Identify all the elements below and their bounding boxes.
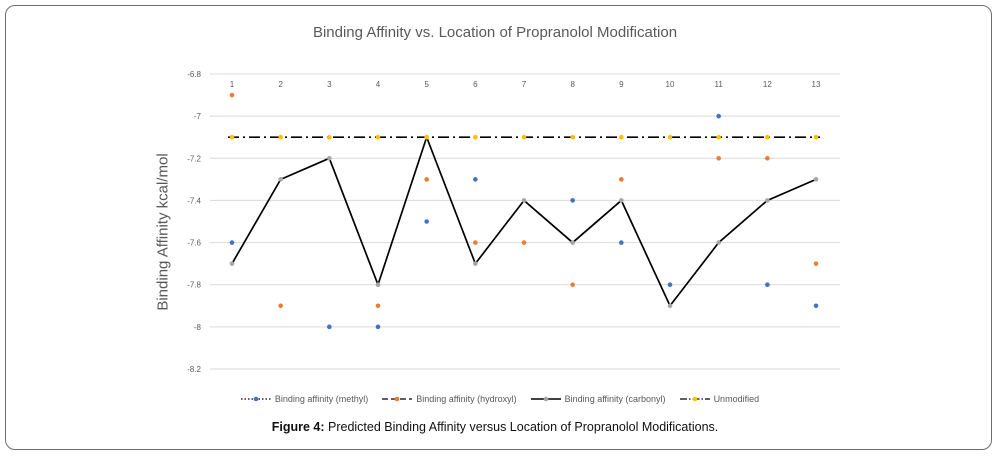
data-point-methyl xyxy=(619,240,624,245)
series-line-carbonyl xyxy=(231,134,817,308)
x-tick-label: 5 xyxy=(424,80,429,89)
data-point-methyl xyxy=(765,282,770,288)
x-tick-label: 11 xyxy=(715,80,724,89)
y-tick-label: -8.2 xyxy=(187,365,201,374)
data-point-hydroxyl xyxy=(375,303,381,309)
data-point-unmodified xyxy=(424,134,429,140)
data-point-unmodified xyxy=(521,134,527,140)
data-point-carbonyl xyxy=(716,240,721,245)
data-point-carbonyl xyxy=(473,261,478,266)
data-point-methyl xyxy=(375,324,381,330)
y-tick-label: -8 xyxy=(194,323,202,332)
y-tick-label: -6.8 xyxy=(187,70,201,79)
data-point-hydroxyl xyxy=(229,92,235,98)
legend-label-hydroxyl: Binding affinity (hydroxyl) xyxy=(416,394,517,404)
y-tick-label: -7.8 xyxy=(187,281,201,290)
data-point-hydroxyl xyxy=(278,303,283,309)
data-point-carbonyl xyxy=(327,155,332,161)
legend-swatch-carbonyl xyxy=(530,396,561,402)
legend-item-methyl: Binding affinity (methyl) xyxy=(240,394,369,404)
data-point-hydroxyl xyxy=(813,261,819,266)
figure-frame xyxy=(5,5,992,450)
legend-label-unmodified: Unmodified xyxy=(713,394,760,404)
data-point-carbonyl xyxy=(229,261,235,266)
data-point-hydroxyl xyxy=(424,177,429,182)
data-point-unmodified xyxy=(667,134,673,140)
x-tick-label: 7 xyxy=(522,80,527,89)
data-point-unmodified xyxy=(375,134,381,140)
legend-item-hydroxyl: Binding affinity (hydroxyl) xyxy=(382,394,517,404)
legend-label-methyl: Binding affinity (methyl) xyxy=(274,394,369,404)
legend-swatch-methyl xyxy=(240,396,271,402)
x-tick-label: 8 xyxy=(570,80,575,89)
data-point-unmodified xyxy=(813,134,819,140)
data-point-methyl xyxy=(229,240,235,245)
x-tick-label: 1 xyxy=(230,80,235,89)
x-tick-label: 10 xyxy=(666,80,675,89)
data-point-methyl xyxy=(667,282,673,288)
data-point-hydroxyl xyxy=(765,155,770,161)
x-tick-label: 4 xyxy=(376,80,381,89)
legend-swatch-hydroxyl xyxy=(382,396,413,402)
data-point-unmodified xyxy=(570,134,575,140)
y-tick-label: -7.2 xyxy=(187,154,201,163)
data-point-carbonyl xyxy=(278,177,283,182)
data-point-methyl xyxy=(716,113,721,119)
legend: Binding affinity (methyl) Binding affini… xyxy=(0,394,1000,404)
legend-label-carbonyl: Binding affinity (carbonyl) xyxy=(564,394,666,404)
legend-item-carbonyl: Binding affinity (carbonyl) xyxy=(530,394,666,404)
legend-item-unmodified: Unmodified xyxy=(679,394,760,404)
data-point-carbonyl xyxy=(619,198,624,203)
figure-caption: Figure 4: Predicted Binding Affinity ver… xyxy=(0,420,990,434)
data-point-methyl xyxy=(327,324,332,330)
data-point-carbonyl xyxy=(813,177,819,182)
data-point-carbonyl xyxy=(570,240,575,245)
x-tick-label: 12 xyxy=(763,80,772,89)
x-tick-label: 6 xyxy=(473,80,478,89)
caption-label: Figure 4: xyxy=(271,420,325,434)
data-point-unmodified xyxy=(765,134,770,140)
x-tick-label: 3 xyxy=(327,80,332,89)
data-point-unmodified xyxy=(278,134,283,140)
data-point-carbonyl xyxy=(765,198,770,203)
x-tick-label: 9 xyxy=(619,80,624,89)
data-point-hydroxyl xyxy=(570,282,575,288)
data-point-hydroxyl xyxy=(473,240,478,245)
data-point-unmodified xyxy=(327,134,332,140)
chart-title: Binding Affinity vs. Location of Propran… xyxy=(312,24,678,41)
data-point-hydroxyl xyxy=(521,240,527,245)
data-point-carbonyl xyxy=(375,282,381,288)
data-point-methyl xyxy=(473,177,478,182)
data-point-methyl xyxy=(570,198,575,203)
data-point-methyl xyxy=(813,303,819,309)
data-point-methyl xyxy=(424,219,429,224)
data-point-unmodified xyxy=(619,134,624,140)
caption-text: Predicted Binding Affinity versus Locati… xyxy=(324,420,719,434)
data-point-unmodified xyxy=(716,134,721,140)
data-point-hydroxyl xyxy=(619,177,624,182)
data-point-unmodified xyxy=(229,134,235,140)
data-point-carbonyl xyxy=(667,303,673,309)
legend-swatch-unmodified xyxy=(679,396,710,402)
x-tick-label: 13 xyxy=(812,80,821,89)
data-point-unmodified xyxy=(473,134,478,140)
data-point-carbonyl xyxy=(521,198,527,203)
data-point-hydroxyl xyxy=(716,155,721,161)
y-tick-label: -7.6 xyxy=(187,239,201,248)
x-tick-label: 2 xyxy=(278,80,283,89)
y-tick-label: -7 xyxy=(194,112,202,121)
y-tick-label: -7.4 xyxy=(187,196,201,205)
